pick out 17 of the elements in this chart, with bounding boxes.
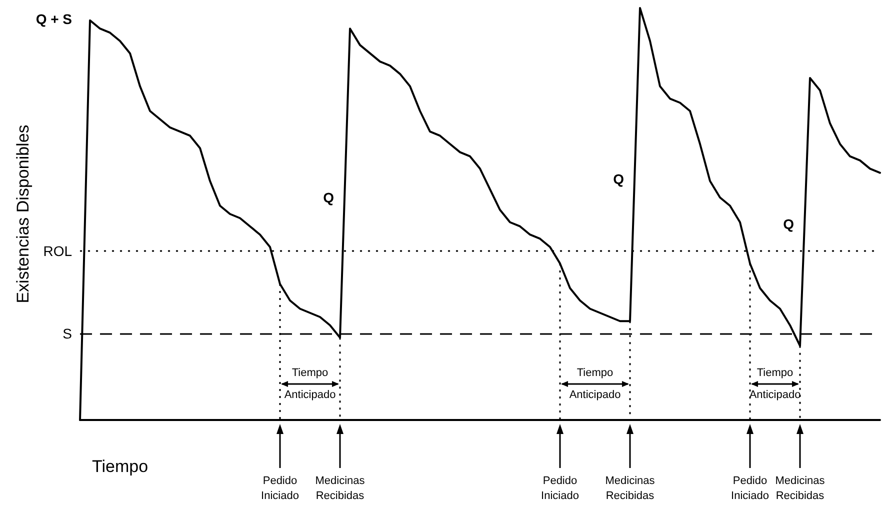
annotation: Q [783,216,794,232]
y-axis-title: Existencias Disponibles [13,124,32,304]
ref-line-label: ROL [43,243,72,260]
annotation: Q [323,189,334,206]
text: Pedido Iniciado [541,475,579,502]
annotation: Tiempo Anticipado [749,367,801,401]
annotation: Tiempo Anticipado [569,367,621,401]
annotation: Tiempo Anticipado [284,367,336,401]
annotation: Q [613,170,624,187]
text: Pedido Iniciado [261,475,299,502]
x-axis-title: Tiempo [92,457,148,476]
text: Medicinas Recibidas [775,475,826,502]
text: Pedido Iniciado [731,475,769,502]
text: Medicinas Recibidas [605,475,656,502]
text: Medicinas Recibidas [315,475,366,502]
ref-line-label: S [62,325,72,342]
text: Q + S [36,11,72,28]
